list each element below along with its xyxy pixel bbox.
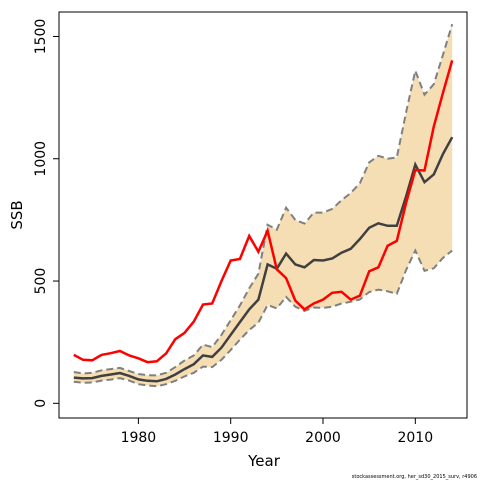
y-axis: 0 500 1000 1500 xyxy=(33,19,60,408)
y-tick-label: 1000 xyxy=(33,141,49,177)
x-tick-label: 2000 xyxy=(305,430,341,446)
x-tick-label: 2010 xyxy=(397,430,433,446)
estimate-line xyxy=(73,136,454,383)
confidence-band xyxy=(73,24,453,387)
x-axis: 1980 1990 2000 2010 xyxy=(121,417,433,446)
y-tick-label: 1500 xyxy=(33,19,49,55)
y-tick-label: 0 xyxy=(33,399,49,408)
x-tick-label: 1980 xyxy=(121,430,157,446)
observed-line xyxy=(73,60,454,364)
y-axis-title: SSB xyxy=(8,200,26,229)
plot-area xyxy=(73,23,454,388)
lower-bound-line xyxy=(73,248,453,388)
x-tick-label: 1990 xyxy=(213,430,249,446)
x-axis-title: Year xyxy=(247,452,281,470)
upper-bound-line xyxy=(73,23,454,377)
chart-footnote: stockassessment.org, her_sd30_2015_surv,… xyxy=(352,474,477,480)
y-tick-label: 500 xyxy=(33,268,49,295)
